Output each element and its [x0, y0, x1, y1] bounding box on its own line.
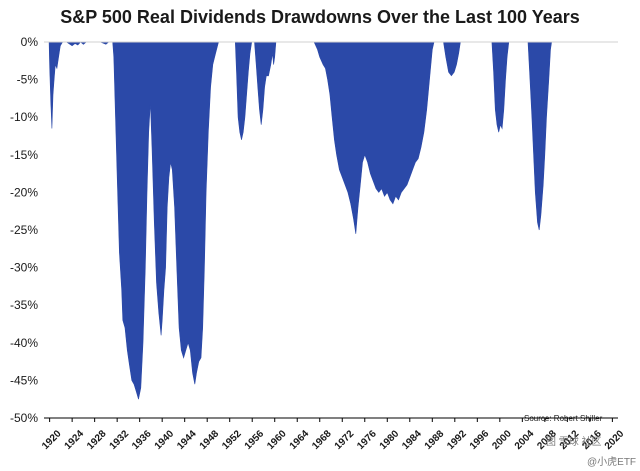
- watermark-bottom: @小虎ETF: [587, 456, 636, 468]
- y-tick-label: -20%: [10, 185, 38, 199]
- source-note: Source: Robert Shiller: [524, 414, 603, 423]
- y-tick-label: -35%: [10, 298, 38, 312]
- y-tick-labels: 0% -5% -10% -15% -20% -25% -30% -35% -40% -45% -50…: [10, 35, 38, 425]
- x-tick-label: 1928: [85, 428, 109, 452]
- y-tick-label: -10%: [10, 110, 38, 124]
- y-tick-label: -40%: [10, 336, 38, 350]
- x-tick-label: 1920: [40, 428, 64, 452]
- y-tick-label: -50%: [10, 411, 38, 425]
- y-tick-label: -5%: [17, 73, 39, 87]
- x-tick-label: 1968: [310, 428, 334, 452]
- x-tick-label: 1996: [468, 428, 492, 452]
- x-tick-label: 1992: [445, 428, 469, 452]
- x-tick-label: 2004: [513, 428, 537, 452]
- x-tick-label: 2020: [603, 428, 627, 452]
- x-tick-label: 1964: [288, 428, 312, 452]
- x-tick-label: 1980: [378, 428, 402, 452]
- drawdown-area: [44, 41, 618, 400]
- x-tick-label: 1988: [423, 428, 447, 452]
- x-tick-label: 1948: [198, 428, 222, 452]
- x-tick-label: 1932: [108, 428, 132, 452]
- x-tick-label: 1960: [265, 428, 289, 452]
- y-tick-label: -25%: [10, 223, 38, 237]
- y-tick-label: -45%: [10, 373, 38, 387]
- x-tick-label: 1984: [400, 428, 424, 452]
- chart-title: S&P 500 Real Dividends Drawdowns Over th…: [60, 7, 580, 27]
- x-tick-label: 1944: [175, 428, 199, 452]
- x-tick-label: 1952: [220, 428, 244, 452]
- watermark-top: 图 雪球 社区: [546, 435, 602, 448]
- x-tick-label: 1924: [63, 428, 87, 452]
- y-tick-label: -15%: [10, 148, 38, 162]
- y-tick-label: 0%: [21, 35, 39, 49]
- x-tick-label: 1976: [355, 428, 379, 452]
- x-tick-label: 1940: [153, 428, 177, 452]
- axis-layer: [44, 41, 618, 422]
- y-tick-label: -30%: [10, 261, 38, 275]
- x-tick-label: 1972: [333, 428, 357, 452]
- x-tick-label: 1956: [243, 428, 267, 452]
- x-tick-label: 1936: [130, 428, 154, 452]
- area-layer: [44, 41, 618, 400]
- x-tick-label: 2000: [490, 428, 514, 452]
